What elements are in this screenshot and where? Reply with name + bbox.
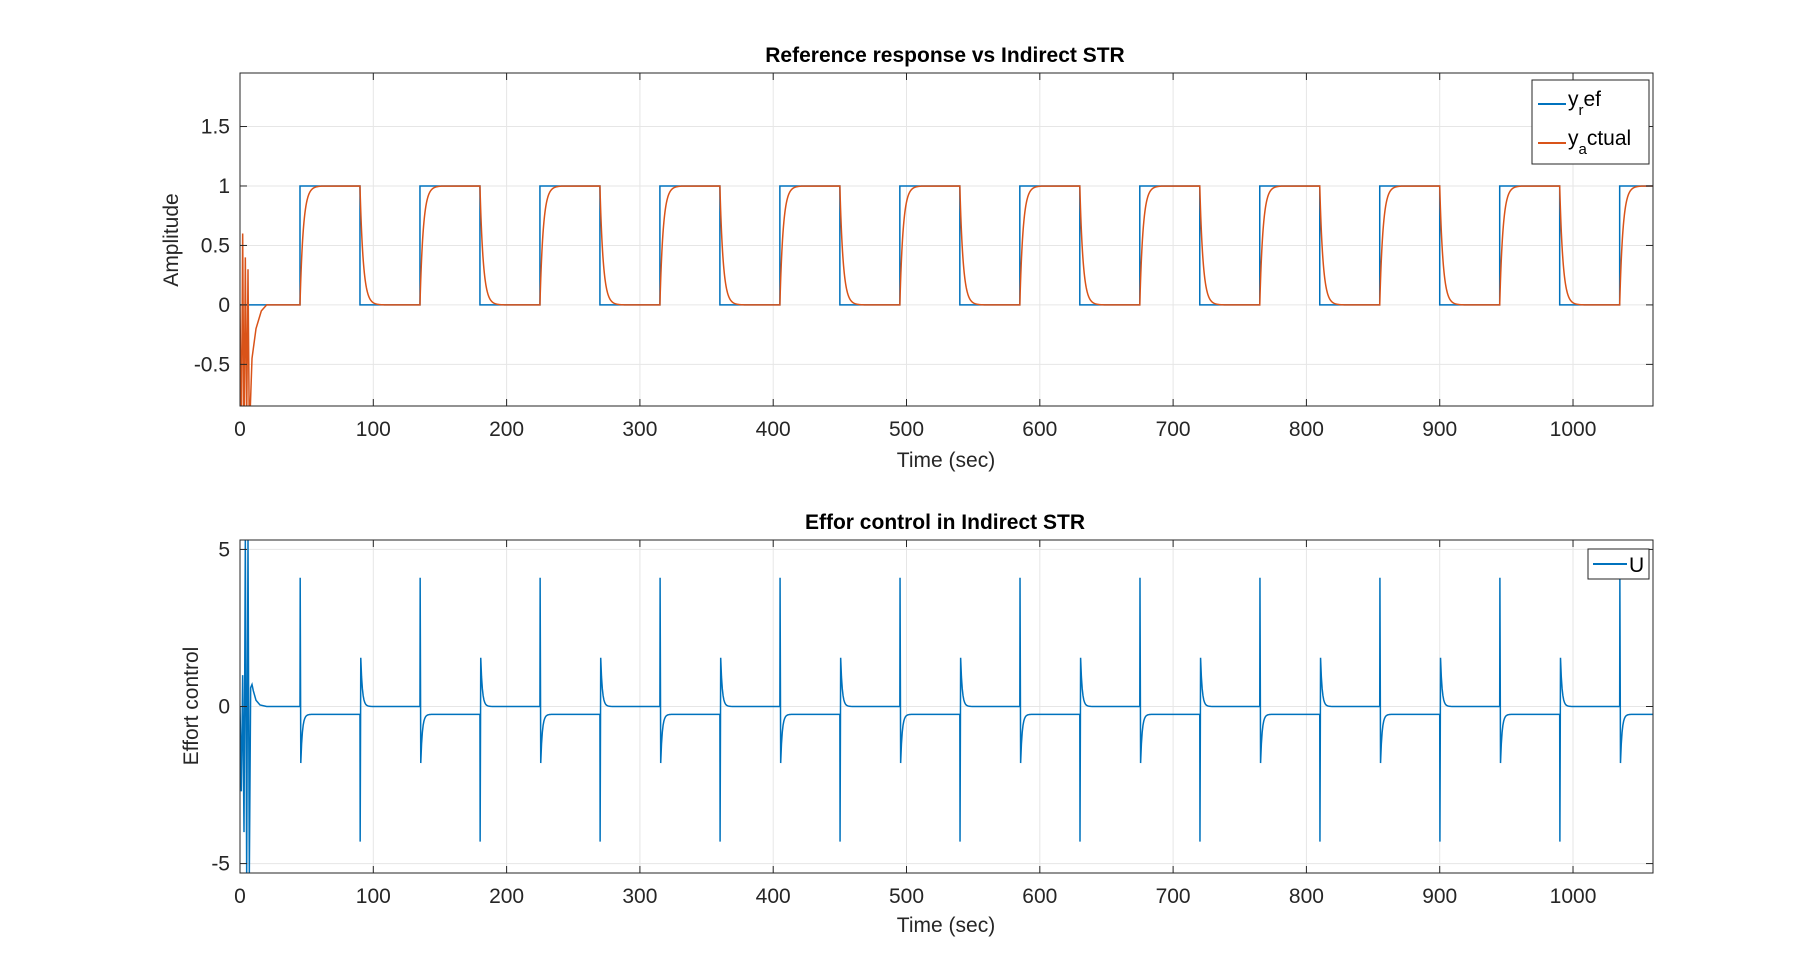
x-tick-label: 0 bbox=[234, 418, 246, 441]
x-tick-label: 100 bbox=[356, 885, 391, 908]
legend-box bbox=[1531, 79, 1650, 165]
y-tick-label: 5 bbox=[218, 538, 230, 561]
legend-entry-u: U bbox=[1629, 554, 1644, 577]
subplot-effort: Effor control in Indirect STR 0 100 200 300… bbox=[180, 511, 1654, 937]
x-axis-label: Time (sec) bbox=[897, 449, 995, 472]
series-lines bbox=[240, 540, 1653, 873]
x-tick-label: 500 bbox=[889, 885, 924, 908]
legend: U bbox=[1587, 548, 1650, 580]
x-tick-label: 400 bbox=[756, 885, 791, 908]
x-tick-label: 1000 bbox=[1550, 885, 1597, 908]
x-tick-label: 800 bbox=[1289, 418, 1324, 441]
legend-entry-ref: yref bbox=[1568, 88, 1601, 119]
series-lines bbox=[240, 185, 1653, 406]
y-tick-label: 0.5 bbox=[201, 234, 230, 257]
subplot-response: Reference response vs Indirect STR 0 100 2… bbox=[160, 44, 1654, 472]
y-tick-label: -5 bbox=[211, 853, 230, 876]
x-tick-label: 600 bbox=[1022, 418, 1057, 441]
x-tick-label: 700 bbox=[1156, 418, 1191, 441]
y-tick-label: 0 bbox=[218, 294, 230, 317]
x-tick-label: 400 bbox=[756, 418, 791, 441]
legend-entry-actual: yactual bbox=[1568, 127, 1631, 158]
chart-title: Effor control in Indirect STR bbox=[805, 511, 1085, 534]
y-tick-label: 0 bbox=[218, 696, 230, 719]
y-tick-label: -0.5 bbox=[194, 353, 230, 376]
series-line-u bbox=[240, 540, 1653, 873]
plot-area bbox=[240, 73, 1653, 406]
x-tick-label: 600 bbox=[1022, 885, 1057, 908]
x-tick-label: 0 bbox=[234, 885, 246, 908]
x-tick-label: 500 bbox=[889, 418, 924, 441]
chart-title: Reference response vs Indirect STR bbox=[765, 44, 1124, 67]
x-tick-label: 800 bbox=[1289, 885, 1324, 908]
x-tick-label: 100 bbox=[356, 418, 391, 441]
axes-box bbox=[239, 72, 1654, 407]
legend: yref yactual bbox=[1531, 79, 1650, 165]
series-group bbox=[240, 185, 1653, 406]
x-axis-label: Time (sec) bbox=[897, 914, 995, 937]
series-line-y-actual bbox=[240, 185, 1653, 406]
x-tick-label: 200 bbox=[489, 885, 524, 908]
y-tick-label: 1 bbox=[218, 175, 230, 198]
x-tick-label: 700 bbox=[1156, 885, 1191, 908]
x-tick-label: 1000 bbox=[1550, 418, 1597, 441]
x-tick-label: 300 bbox=[622, 418, 657, 441]
x-tick-label: 200 bbox=[489, 418, 524, 441]
y-tick-label: 1.5 bbox=[201, 116, 230, 139]
tick-labels: 0 100 200 300 400 500 600 700 800 900 1000 -0.5 0 0.5… bbox=[194, 73, 1653, 441]
series-group bbox=[240, 540, 1653, 873]
x-tick-label: 900 bbox=[1422, 418, 1457, 441]
y-axis-label: Effort control bbox=[180, 647, 203, 766]
x-tick-label: 300 bbox=[622, 885, 657, 908]
x-tick-label: 900 bbox=[1422, 885, 1457, 908]
y-axis-label: Amplitude bbox=[160, 193, 183, 286]
tick-labels: 0 100 200 300 400 500 600 700 800 900 1000-505 bbox=[211, 538, 1653, 908]
